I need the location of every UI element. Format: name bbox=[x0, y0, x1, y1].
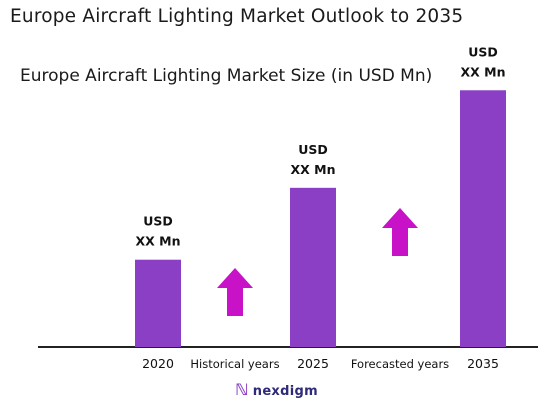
period-label-1: Historical years bbox=[190, 357, 279, 371]
tick-label-2020: 2020 bbox=[142, 356, 174, 371]
arrow-up-icon-2 bbox=[382, 208, 418, 256]
data-label-2025-line-1: USD bbox=[298, 142, 328, 157]
arrow-up-icon-1 bbox=[217, 268, 253, 316]
tick-label-2035: 2035 bbox=[467, 356, 499, 371]
bar-2035 bbox=[460, 90, 506, 348]
chart-title: Europe Aircraft Lighting Market Size (in… bbox=[20, 66, 433, 86]
data-label-2035-line-1: USD bbox=[468, 44, 498, 59]
brand-name: nexdigm bbox=[252, 384, 318, 399]
page-title: Europe Aircraft Lighting Market Outlook … bbox=[10, 6, 464, 27]
nexdigm-logo-icon: ℕ bbox=[235, 380, 249, 399]
bar-2020 bbox=[135, 259, 181, 347]
data-label-2020-line-2: XX Mn bbox=[136, 234, 181, 249]
data-label-2035-line-2: XX Mn bbox=[461, 64, 506, 79]
bar-2025 bbox=[290, 187, 336, 347]
data-label-2025-line-2: XX Mn bbox=[291, 162, 336, 177]
period-label-2: Forecasted years bbox=[351, 357, 449, 371]
data-label-2020-line-1: USD bbox=[143, 214, 173, 229]
tick-label-2025: 2025 bbox=[297, 356, 329, 371]
